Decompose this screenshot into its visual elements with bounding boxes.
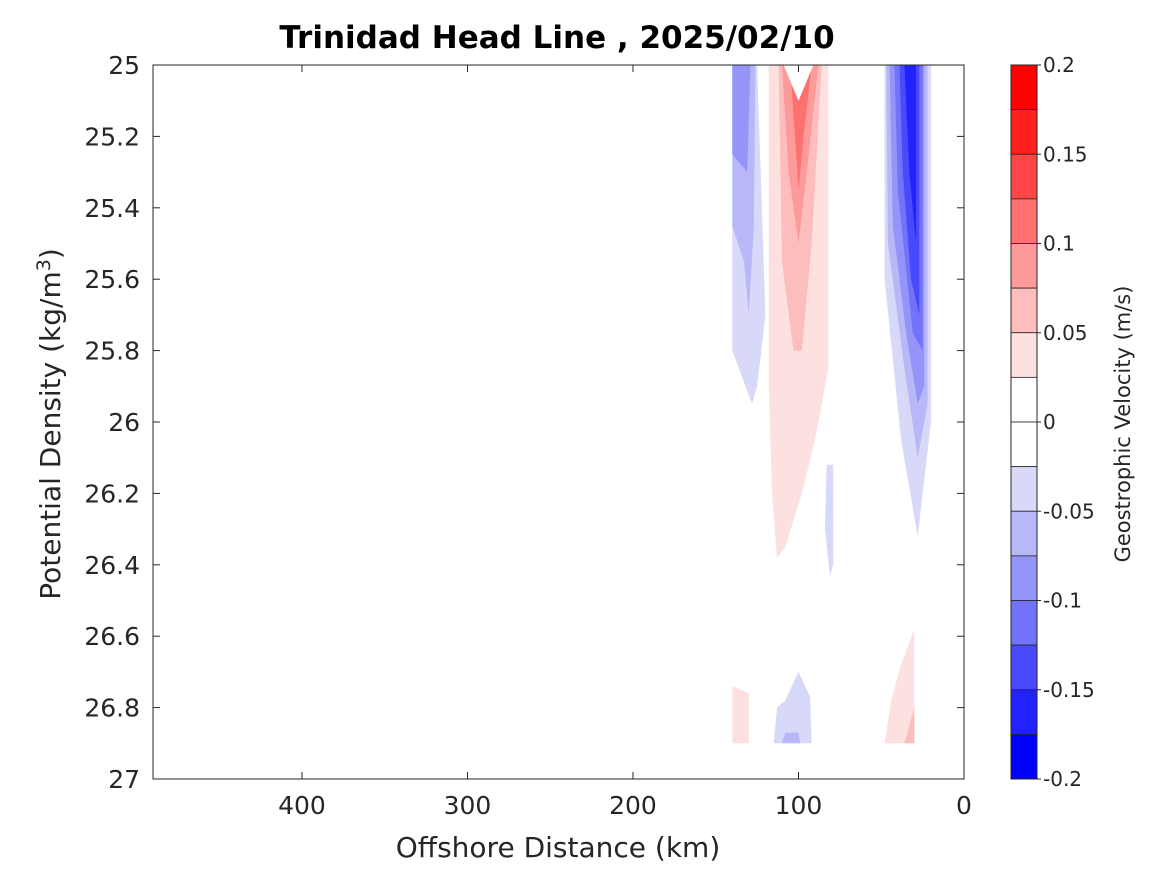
colorbar-segment: [1010, 733, 1038, 780]
contour-region-10: [773, 671, 812, 744]
colorbar-segment: [1010, 287, 1038, 334]
colorbar-segment: [1010, 64, 1038, 111]
contour-region-18: [904, 707, 915, 744]
x-tick-label: 200: [609, 791, 657, 820]
colorbar-tick-label: -0.2: [1043, 767, 1082, 791]
colorbar-tick-label: -0.05: [1043, 499, 1095, 523]
contour-region-16: [732, 686, 749, 744]
y-tick-label: 26.8: [84, 694, 140, 723]
colorbar-segment: [1010, 689, 1038, 735]
y-axis: 25 25.2 25.4 25.6 25.8 26 26.2 26.4 26.6 26.8 27: [84, 51, 964, 794]
y-tick-label: 27: [108, 765, 140, 794]
y-axis-label: Potential Density (kg/m3): [33, 248, 67, 600]
x-tick-label: 400: [278, 791, 326, 820]
colorbar-segments: [1010, 64, 1038, 780]
colorbar-segment: [1010, 198, 1038, 244]
contour-region-8: [904, 65, 916, 244]
colorbar-frame: [1010, 64, 1038, 780]
y-tick-label: 25: [108, 51, 140, 80]
x-axis: 400 300 200 100 0: [278, 65, 972, 820]
y-tick-label: 26.2: [84, 479, 140, 508]
plot-area: 400 300 200 100 0 25 25.2 25.4 25.6 25.8 26 26.2 26…: [84, 51, 972, 820]
colorbar-tick-label: 0.15: [1043, 142, 1088, 166]
plot-background: [153, 65, 964, 779]
colorbar-tick-label: 0: [1043, 410, 1056, 434]
y-axis-label-main: Potential Density (kg/m: [34, 271, 67, 600]
colorbar-segment: [1010, 376, 1038, 423]
colorbar-segment: [1010, 466, 1038, 512]
colorbar-segment: [1010, 510, 1038, 557]
x-tick-label: 0: [956, 791, 972, 820]
contour-region-9: [825, 464, 834, 576]
contour-regions: [732, 65, 931, 744]
x-tick-label: 300: [444, 791, 492, 820]
y-tick-label: 25.2: [84, 122, 140, 151]
chart-title: Trinidad Head Line , 2025/02/10: [279, 20, 834, 56]
colorbar-tick-label: 0.05: [1043, 321, 1088, 345]
contour-region-17: [884, 629, 915, 744]
colorbar-segment: [1010, 109, 1038, 155]
y-tick-label: 26.6: [84, 622, 140, 651]
colorbar-ticks: 0.2 0.15 0.1 0.05 0 -0.05 -0.1 -0.15 -0.2: [1037, 53, 1095, 791]
colorbar-segment: [1010, 153, 1038, 200]
contour-region-15: [790, 65, 812, 190]
y-tick-label: 25.6: [84, 265, 140, 294]
y-tick-label: 25.4: [84, 194, 140, 223]
colorbar-segment: [1010, 644, 1038, 691]
contour-region-2: [732, 65, 751, 173]
y-tick-label: 25.8: [84, 337, 140, 366]
y-tick-label: 26: [108, 408, 140, 437]
x-axis-label: Offshore Distance (km): [396, 831, 721, 864]
x-tick-label: 100: [775, 791, 823, 820]
y-tick-label: 26.4: [84, 551, 140, 580]
colorbar-segment: [1010, 421, 1038, 468]
colorbar-segment: [1010, 600, 1038, 646]
contour-region-11: [781, 732, 801, 744]
contour-gap: [783, 65, 814, 101]
colorbar-tick-label: -0.15: [1043, 678, 1095, 702]
colorbar-tick-label: 0.1: [1043, 232, 1075, 256]
colorbar-tick-label: 0.2: [1043, 53, 1075, 77]
y-axis-label-close: ): [34, 248, 67, 259]
colorbar-segment: [1010, 332, 1038, 378]
colorbar-segment: [1010, 555, 1038, 601]
colorbar: 0.2 0.15 0.1 0.05 0 -0.05 -0.1 -0.15 -0.2: [1010, 53, 1095, 791]
colorbar-tick-label: -0.1: [1043, 589, 1082, 613]
y-axis-label-superscript: 3: [33, 259, 55, 271]
colorbar-segment: [1010, 243, 1038, 289]
colorbar-label: Geostrophic Velocity (m/s): [1111, 286, 1135, 563]
